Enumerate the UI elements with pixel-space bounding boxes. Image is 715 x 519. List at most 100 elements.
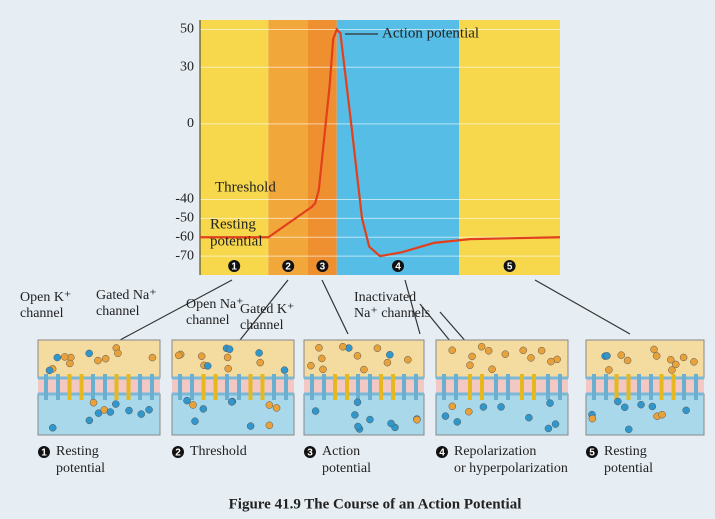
membrane-panel bbox=[304, 340, 424, 435]
ion bbox=[386, 351, 393, 358]
panel-caption: potential bbox=[322, 461, 371, 476]
annotation: Threshold bbox=[215, 179, 276, 195]
figure-caption: Figure 41.9 The Course of an Action Pote… bbox=[229, 496, 522, 512]
ion bbox=[61, 353, 68, 360]
ion bbox=[449, 347, 456, 354]
ion bbox=[603, 352, 610, 359]
figure: Figure 41.9 The Course of an Action Pote… bbox=[0, 0, 715, 519]
panel-number: 4 bbox=[439, 448, 445, 459]
ion bbox=[454, 418, 461, 425]
ion bbox=[388, 420, 395, 427]
cytoplasm bbox=[304, 394, 424, 435]
ion bbox=[404, 356, 411, 363]
panel-number: 2 bbox=[175, 448, 181, 459]
ion bbox=[90, 399, 97, 406]
cytoplasm bbox=[586, 394, 704, 435]
ion bbox=[95, 410, 102, 417]
phase-number: 3 bbox=[320, 262, 326, 273]
panel-number: 5 bbox=[589, 448, 595, 459]
membrane-panel bbox=[436, 340, 568, 435]
ion bbox=[225, 365, 232, 372]
ion bbox=[266, 422, 273, 429]
ion bbox=[226, 346, 233, 353]
ion bbox=[66, 360, 73, 367]
y-tick-label: 0 bbox=[187, 116, 194, 131]
ion bbox=[354, 399, 361, 406]
ion bbox=[354, 423, 361, 430]
ion bbox=[146, 406, 153, 413]
ion bbox=[228, 398, 235, 405]
ion bbox=[614, 398, 621, 405]
phase-number: 4 bbox=[395, 262, 401, 273]
ion bbox=[545, 425, 552, 432]
ion bbox=[449, 403, 456, 410]
panel-caption: potential bbox=[56, 461, 105, 476]
ion bbox=[538, 347, 545, 354]
y-tick-label: -60 bbox=[175, 229, 194, 244]
ion bbox=[86, 350, 93, 357]
ion bbox=[374, 345, 381, 352]
ion bbox=[554, 356, 561, 363]
ion bbox=[190, 401, 197, 408]
ion bbox=[480, 403, 487, 410]
ion bbox=[527, 354, 534, 361]
structure-label: Open Na⁺ bbox=[186, 297, 244, 312]
y-tick-label: 50 bbox=[180, 22, 194, 37]
ion bbox=[520, 347, 527, 354]
membrane-panel bbox=[172, 340, 294, 435]
ion bbox=[54, 354, 61, 361]
y-tick-label: 30 bbox=[180, 59, 194, 74]
ion bbox=[638, 401, 645, 408]
ion bbox=[442, 413, 449, 420]
ion bbox=[354, 352, 361, 359]
ion bbox=[624, 357, 631, 364]
ion bbox=[683, 407, 690, 414]
ion bbox=[112, 401, 119, 408]
ion bbox=[413, 416, 420, 423]
ion bbox=[224, 354, 231, 361]
ion bbox=[183, 397, 190, 404]
panel-caption: Action bbox=[322, 444, 360, 459]
ion bbox=[618, 352, 625, 359]
structure-label: Inactivated bbox=[354, 290, 416, 305]
ion bbox=[668, 367, 675, 374]
annotation: potential bbox=[210, 233, 263, 249]
ion bbox=[384, 359, 391, 366]
ion bbox=[114, 350, 121, 357]
extracellular bbox=[436, 340, 568, 378]
extracellular bbox=[172, 340, 294, 378]
membrane-panel bbox=[38, 340, 160, 435]
ion bbox=[547, 358, 554, 365]
ion bbox=[351, 411, 358, 418]
y-tick-label: -40 bbox=[175, 192, 194, 207]
ion bbox=[319, 366, 326, 373]
structure-label: channel bbox=[20, 306, 64, 321]
ion bbox=[621, 404, 628, 411]
panel-number: 3 bbox=[307, 448, 313, 459]
ion bbox=[466, 362, 473, 369]
ion bbox=[659, 411, 666, 418]
panel-number: 1 bbox=[41, 448, 47, 459]
ion bbox=[312, 408, 319, 415]
ion bbox=[256, 349, 263, 356]
ion bbox=[102, 355, 109, 362]
ion bbox=[107, 409, 114, 416]
ion bbox=[191, 418, 198, 425]
ion bbox=[498, 403, 505, 410]
y-tick-label: -70 bbox=[175, 248, 194, 263]
y-tick-label: -50 bbox=[175, 211, 194, 226]
ion bbox=[489, 366, 496, 373]
panel-caption: Resting bbox=[56, 444, 99, 459]
ion bbox=[366, 416, 373, 423]
panel-caption: or hyperpolarization bbox=[454, 461, 568, 476]
ion bbox=[465, 408, 472, 415]
ion bbox=[138, 411, 145, 418]
ion bbox=[552, 421, 559, 428]
ion bbox=[281, 367, 288, 374]
phase-number: 2 bbox=[285, 262, 291, 273]
ion bbox=[175, 352, 182, 359]
ion bbox=[94, 357, 101, 364]
ion bbox=[204, 362, 211, 369]
ion bbox=[667, 356, 674, 363]
structure-label: Open K⁺ bbox=[20, 290, 71, 305]
